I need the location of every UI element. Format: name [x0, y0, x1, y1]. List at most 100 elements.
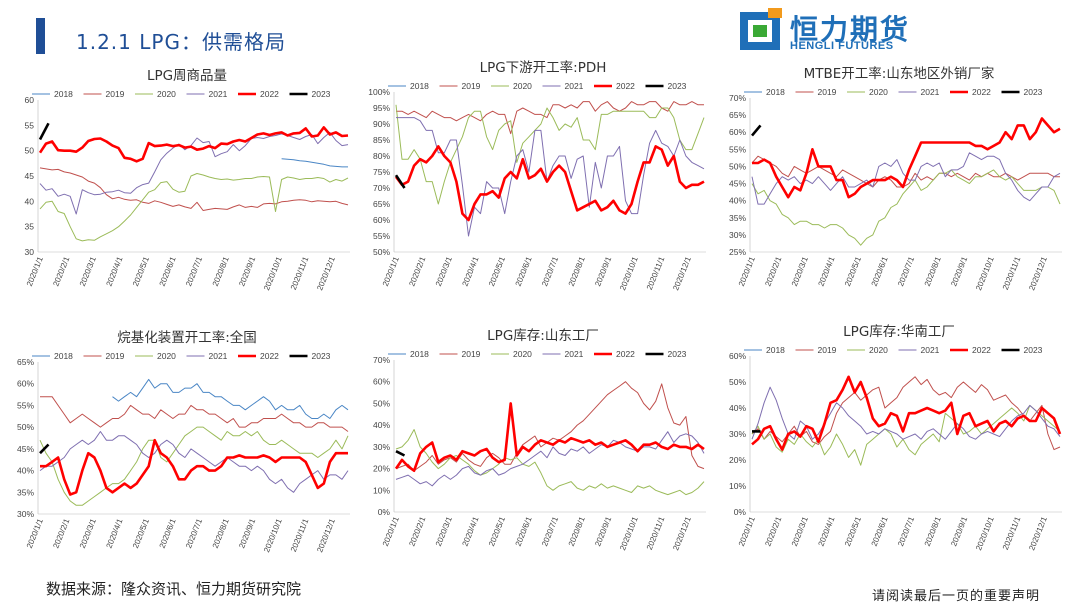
x-tick-label: 2020/3/1 — [790, 255, 810, 288]
legend-label-2022: 2022 — [260, 351, 279, 361]
series-line-2022 — [40, 438, 348, 496]
x-tick-label: 2020/7/1 — [896, 255, 916, 288]
chart-panel-alkylation-utilization: 烷基化装置开工率:全国 2018 2019 2020 2021 2022 2023 30% 35… — [17, 329, 350, 554]
x-tick-label: 2020/6/1 — [870, 515, 890, 548]
x-tick-label: 2020/12/1 — [315, 517, 337, 554]
y-tick-label: 75% — [373, 167, 390, 177]
y-tick-label: 55% — [729, 144, 746, 154]
y-tick-label: 30% — [729, 230, 746, 240]
legend-label-2022: 2022 — [260, 89, 279, 99]
series-line-2023 — [395, 450, 406, 457]
x-tick-label: 2020/9/1 — [593, 255, 613, 288]
chart-legend: 2018 2019 2020 2021 2022 2023 — [744, 345, 1043, 355]
x-tick-label: 2020/9/1 — [237, 255, 257, 288]
y-tick-label: 65% — [17, 357, 34, 367]
x-tick-label: 2020/4/1 — [460, 515, 480, 548]
y-tick-label: 30% — [373, 442, 390, 452]
logo-en-text: HENGLI FUTURES — [790, 40, 894, 52]
legend-label-2019: 2019 — [106, 351, 125, 361]
chart-title: MTBE开工率:山东地区外销厂家 — [804, 65, 995, 82]
series-line-2019 — [751, 155, 1060, 188]
x-tick-label: 2020/3/1 — [434, 255, 454, 288]
x-tick-label: 2020/12/1 — [671, 255, 693, 292]
x-tick-label: 2020/7/1 — [184, 517, 204, 550]
x-tick-label: 2020/11/1 — [1001, 255, 1023, 291]
y-tick-label: 65% — [373, 199, 390, 209]
legend-label-2023: 2023 — [668, 81, 687, 91]
data-source-note: 数据来源：隆众资讯、恒力期货研究院 — [46, 580, 302, 598]
x-tick-label: 2020/5/1 — [843, 515, 863, 548]
y-tick-label: 100% — [368, 87, 390, 97]
y-tick-label: 60% — [17, 379, 34, 389]
x-tick-label: 2020/2/1 — [407, 255, 427, 288]
chart-legend: 2018 2019 2020 2021 2022 2023 — [744, 87, 1043, 97]
chart-panel-lpg-weekly-volume: LPG周商品量 2018 2019 2020 2021 2022 2023 30 35 40 45 5… — [25, 68, 350, 292]
y-tick-label: 45 — [25, 171, 35, 181]
x-tick-label: 2020/6/1 — [514, 255, 534, 288]
x-tick-label: 2020/6/1 — [158, 255, 178, 288]
legend-label-2020: 2020 — [869, 87, 888, 97]
x-tick-label: 2020/10/1 — [618, 255, 640, 292]
legend-label-2019: 2019 — [106, 89, 125, 99]
y-tick-label: 45% — [17, 444, 34, 454]
series-line-2021 — [39, 431, 349, 493]
x-tick-label: 2020/1/1 — [381, 255, 401, 288]
x-tick-label: 2020/11/1 — [1001, 515, 1023, 551]
x-tick-label: 2020/12/1 — [315, 255, 337, 292]
legend-label-2020: 2020 — [869, 345, 888, 355]
x-tick-label: 2020/8/1 — [567, 255, 587, 288]
chart-panel-pdh-utilization: LPG下游开工率:PDH 2018 2019 2020 2021 2022 2023 50% 5… — [368, 59, 706, 292]
series-line-2022 — [751, 375, 1062, 451]
legend-label-2019: 2019 — [462, 349, 481, 359]
x-tick-label: 2020/8/1 — [923, 255, 943, 288]
x-tick-label: 2020/1/1 — [381, 515, 401, 548]
chart-title: 烷基化装置开工率:全国 — [117, 329, 257, 346]
y-tick-label: 55% — [17, 400, 34, 410]
x-tick-label: 2020/2/1 — [51, 255, 71, 288]
series-line-2020 — [751, 404, 1061, 466]
legend-label-2018: 2018 — [54, 89, 73, 99]
x-tick-label: 2020/1/1 — [25, 255, 45, 288]
logo-mark-icon — [740, 8, 782, 50]
chart-panel-shandong-inventory: LPG库存:山东工厂 2018 2019 2020 2021 2022 2023 0% 10% 2… — [373, 328, 706, 552]
chart-legend: 2018 2019 2020 2021 2022 2023 — [32, 89, 331, 99]
y-tick-label: 40% — [729, 196, 746, 206]
x-tick-label: 2020/8/1 — [923, 515, 943, 548]
page-title: 1.2.1 LPG：供需格局 — [76, 30, 286, 54]
series-line-2020 — [395, 429, 705, 496]
legend-label-2023: 2023 — [668, 349, 687, 359]
legend-label-2019: 2019 — [818, 345, 837, 355]
y-tick-label: 95% — [373, 103, 390, 113]
y-tick-label: 35% — [729, 213, 746, 223]
legend-label-2018: 2018 — [410, 349, 429, 359]
legend-label-2020: 2020 — [513, 81, 532, 91]
x-tick-label: 2020/11/1 — [645, 255, 667, 291]
y-tick-label: 70% — [729, 93, 746, 103]
legend-label-2021: 2021 — [565, 81, 584, 91]
series-line-2023 — [751, 124, 762, 137]
series-line-2020 — [39, 173, 349, 242]
chart-title: LPG下游开工率:PDH — [480, 59, 607, 76]
y-tick-label: 20% — [729, 455, 746, 465]
y-tick-label: 50% — [17, 422, 34, 432]
x-tick-label: 2020/11/1 — [289, 255, 311, 291]
series-line-2023 — [394, 174, 406, 189]
x-tick-label: 2020/6/1 — [514, 515, 534, 548]
x-tick-label: 2020/9/1 — [593, 515, 613, 548]
y-tick-label: 70% — [373, 183, 390, 193]
x-tick-label: 2020/2/1 — [407, 515, 427, 548]
x-tick-label: 2020/6/1 — [158, 517, 178, 550]
legend-label-2022: 2022 — [972, 87, 991, 97]
y-tick-label: 60 — [25, 95, 35, 105]
x-tick-label: 2020/1/1 — [737, 255, 757, 288]
series-line-2018 — [281, 158, 348, 168]
x-tick-label: 2020/5/1 — [131, 517, 151, 550]
legend-label-2023: 2023 — [1024, 87, 1043, 97]
series-line-2019 — [39, 167, 349, 211]
x-tick-label: 2020/4/1 — [460, 255, 480, 288]
chart-legend: 2018 2019 2020 2021 2022 2023 — [32, 351, 331, 361]
x-tick-label: 2020/12/1 — [671, 515, 693, 552]
x-tick-label: 2020/4/1 — [816, 515, 836, 548]
legend-label-2019: 2019 — [462, 81, 481, 91]
x-tick-label: 2020/10/1 — [262, 255, 284, 292]
